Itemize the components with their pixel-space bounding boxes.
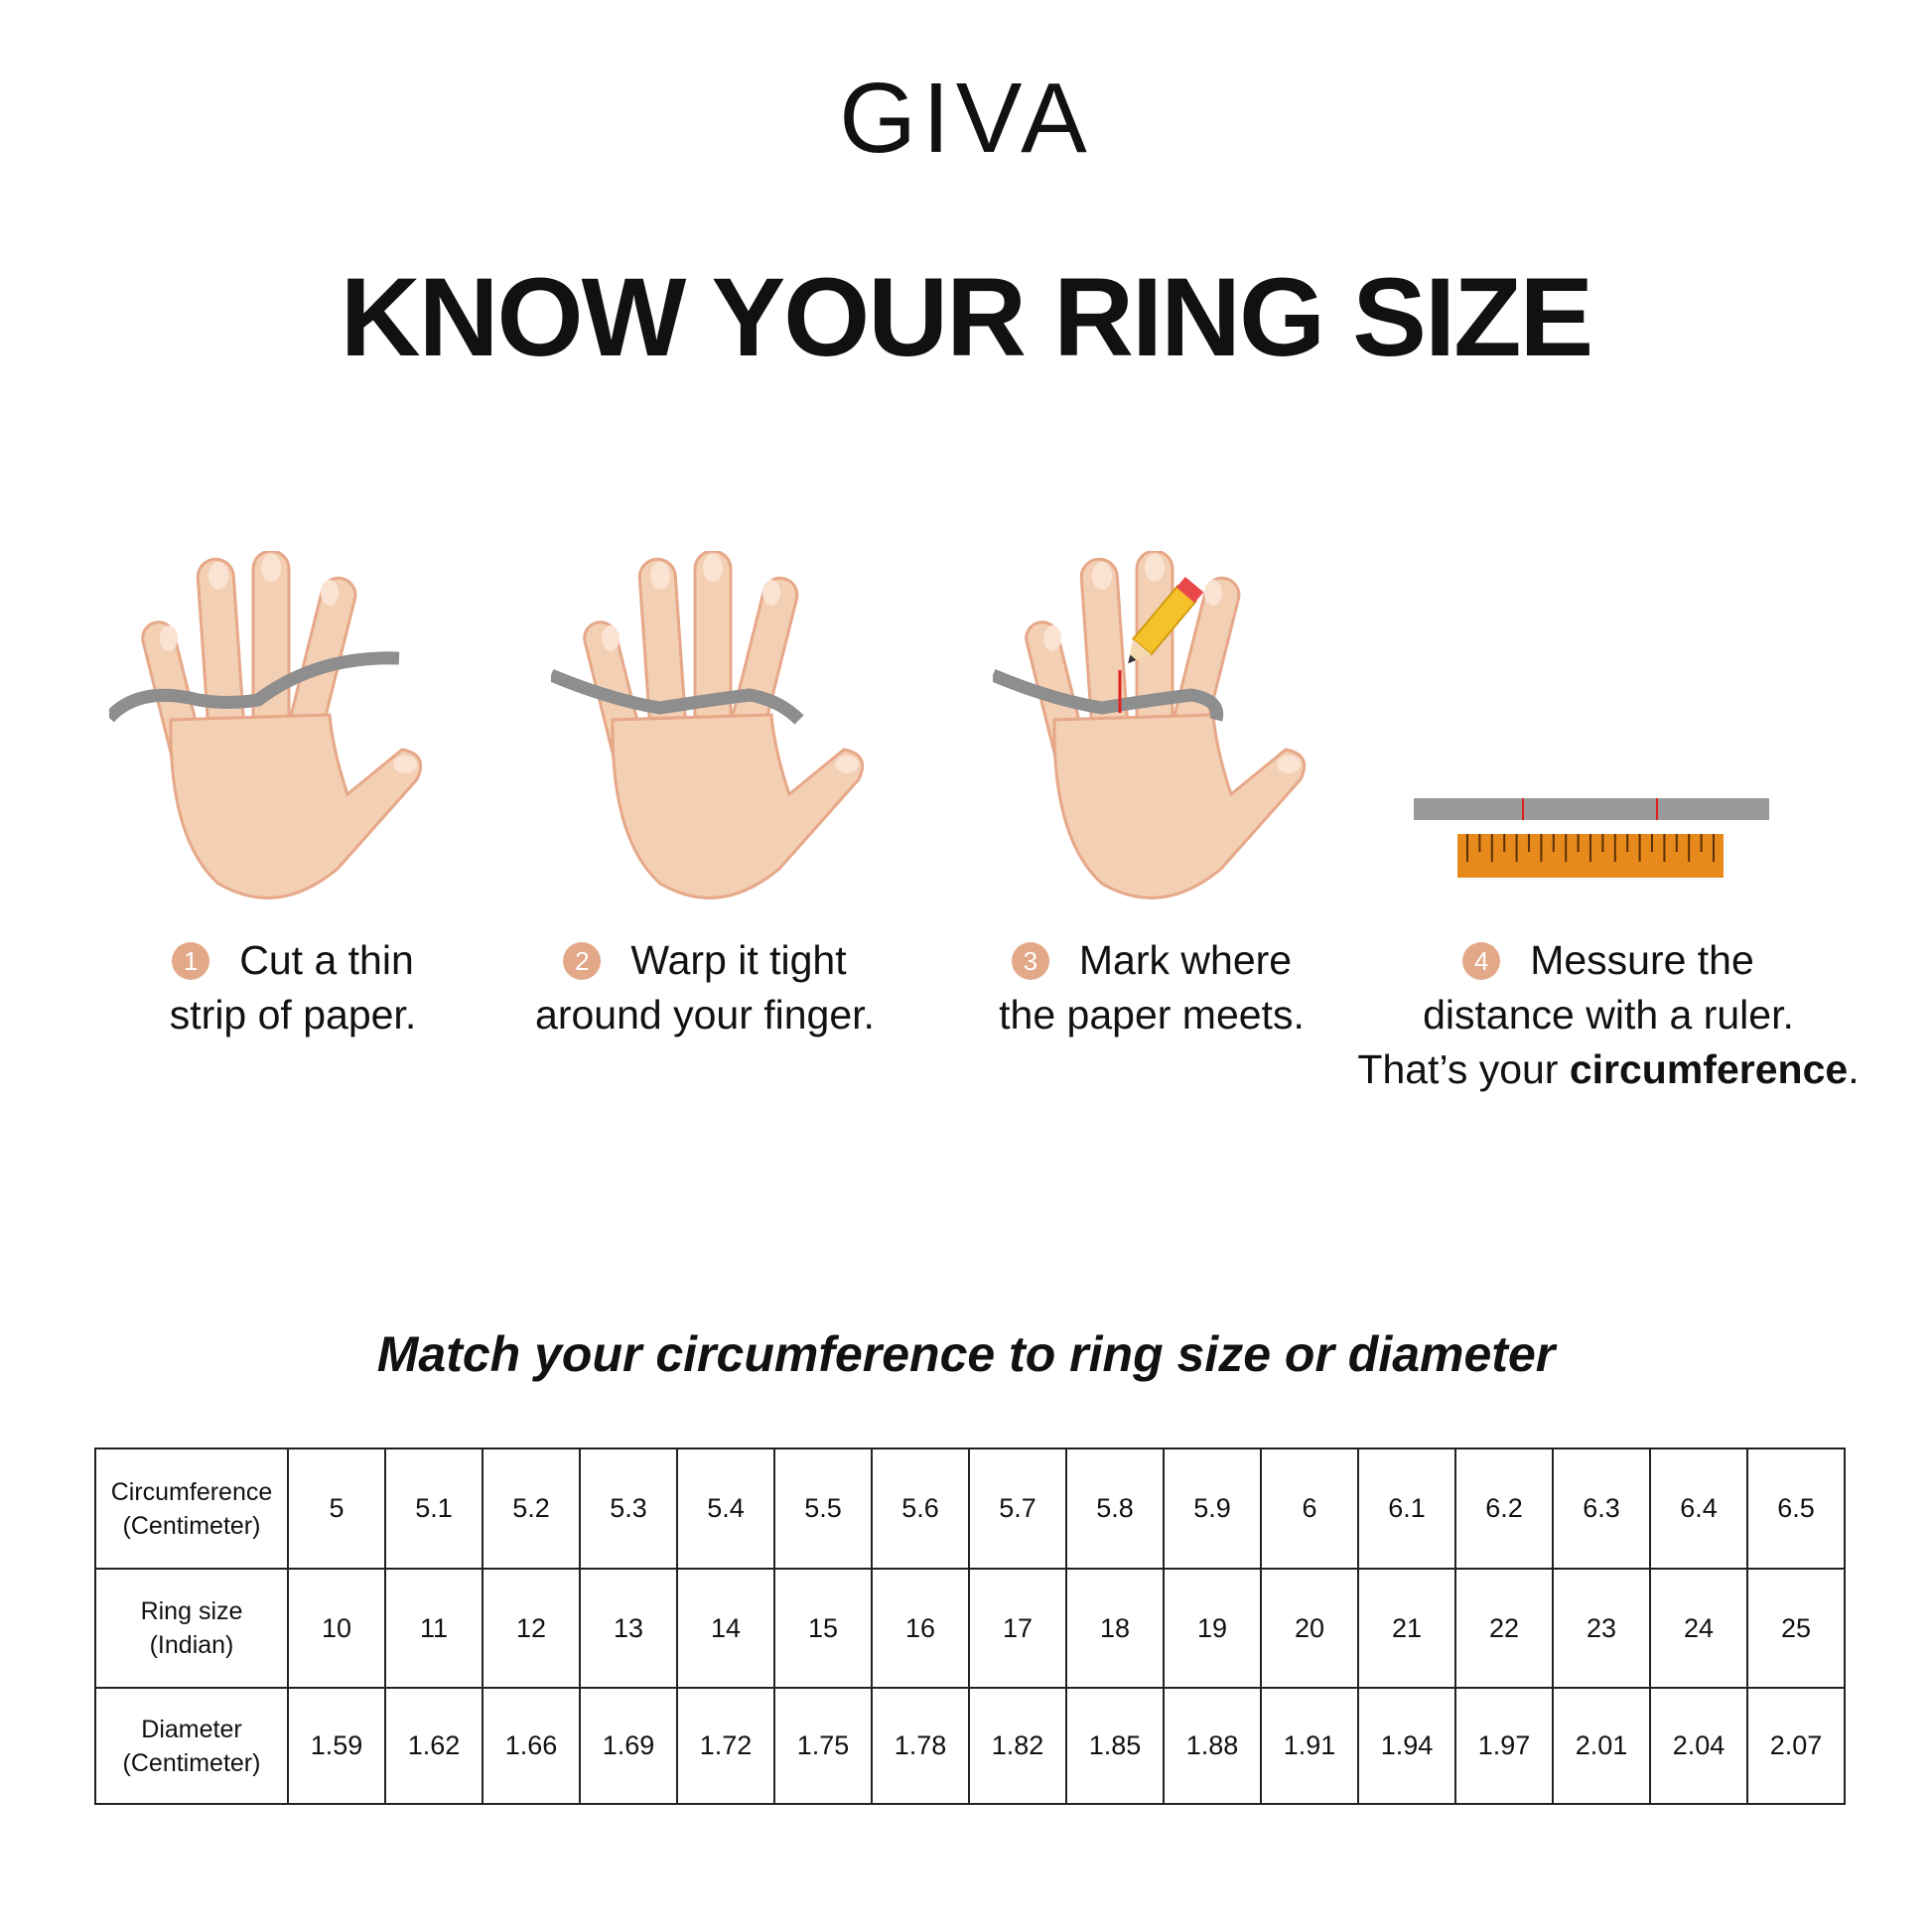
step-text: around your finger. bbox=[535, 992, 875, 1037]
table-cell: 1.62 bbox=[384, 1687, 483, 1805]
table-cell: 21 bbox=[1357, 1568, 1456, 1689]
step-number-badge: 3 bbox=[1011, 942, 1049, 980]
table-cell: 17 bbox=[968, 1568, 1067, 1689]
page-title: KNOW YOUR RING SIZE bbox=[340, 255, 1593, 379]
step-1-caption: 1 Cut a thin strip of paper. bbox=[94, 933, 491, 1042]
step-number-badge: 4 bbox=[1462, 942, 1501, 980]
table-cell: 6 bbox=[1260, 1448, 1359, 1570]
table-cell: 5.4 bbox=[676, 1448, 775, 1570]
table-cell: 6.2 bbox=[1454, 1448, 1554, 1570]
table-cell: 1.82 bbox=[968, 1687, 1067, 1805]
hand-wrapped-finger-icon bbox=[551, 551, 879, 908]
step-text: distance with a ruler. bbox=[1423, 992, 1794, 1037]
step-text: Warp it tight bbox=[630, 937, 847, 983]
row-header: Ring size (Indian) bbox=[94, 1568, 289, 1689]
table-cell: 5.5 bbox=[773, 1448, 873, 1570]
ruler-icon bbox=[1414, 798, 1769, 878]
table-cell: 24 bbox=[1649, 1568, 1748, 1689]
table-cell: 5.9 bbox=[1163, 1448, 1262, 1570]
step-text: That’s your circumference. bbox=[1330, 1042, 1886, 1097]
table-cell: 6.5 bbox=[1746, 1448, 1846, 1570]
step-number-badge: 1 bbox=[172, 942, 210, 980]
table-cell: 1.75 bbox=[773, 1687, 873, 1805]
row-header: Diameter (Centimeter) bbox=[94, 1687, 289, 1805]
table-cell: 12 bbox=[482, 1568, 581, 1689]
table-row: Circumference (Centimeter) 5 5.1 5.2 5.3 5.4 5.… bbox=[94, 1448, 1846, 1570]
step-text: Cut a thin bbox=[239, 937, 414, 983]
table-cell: 1.69 bbox=[579, 1687, 678, 1805]
table-cell: 5.8 bbox=[1065, 1448, 1165, 1570]
step-number-badge: 2 bbox=[563, 942, 602, 980]
table-cell: 2.07 bbox=[1746, 1687, 1846, 1805]
table-cell: 1.72 bbox=[676, 1687, 775, 1805]
table-heading: Match your circumference to ring size or… bbox=[376, 1326, 1556, 1382]
table-cell: 2.04 bbox=[1649, 1687, 1748, 1805]
row-header: Circumference (Centimeter) bbox=[94, 1448, 289, 1570]
table-cell: 18 bbox=[1065, 1568, 1165, 1689]
step-2-caption: 2 Warp it tight around your finger. bbox=[486, 933, 923, 1042]
table-cell: 22 bbox=[1454, 1568, 1554, 1689]
step-3-caption: 3 Mark where the paper meets. bbox=[943, 933, 1360, 1042]
table-cell: 10 bbox=[287, 1568, 386, 1689]
step-text: strip of paper. bbox=[169, 992, 417, 1037]
row-header-unit: (Indian) bbox=[149, 1631, 234, 1659]
table-cell: 20 bbox=[1260, 1568, 1359, 1689]
step-text: Messure the bbox=[1530, 937, 1754, 983]
table-cell: 1.88 bbox=[1163, 1687, 1262, 1805]
emphasis-text: circumference bbox=[1569, 1046, 1849, 1092]
step-text: . bbox=[1848, 1046, 1860, 1092]
table-row: Ring size (Indian) 10 11 12 13 14 15 16 17 18 19 20 2… bbox=[94, 1568, 1846, 1689]
step-text: Mark where bbox=[1078, 937, 1293, 983]
table-cell: 25 bbox=[1746, 1568, 1846, 1689]
table-cell: 1.91 bbox=[1260, 1687, 1359, 1805]
row-header-unit: (Centimeter) bbox=[122, 1511, 261, 1540]
table-cell: 5.2 bbox=[482, 1448, 581, 1570]
table-cell: 5.7 bbox=[968, 1448, 1067, 1570]
table-cell: 1.85 bbox=[1065, 1687, 1165, 1805]
table-cell: 16 bbox=[871, 1568, 970, 1689]
table-cell: 1.59 bbox=[287, 1687, 386, 1805]
table-cell: 2.01 bbox=[1552, 1687, 1651, 1805]
table-cell: 1.94 bbox=[1357, 1687, 1456, 1805]
row-header-line: Circumference bbox=[110, 1477, 273, 1506]
table-cell: 13 bbox=[579, 1568, 678, 1689]
table-cell: 5.1 bbox=[384, 1448, 483, 1570]
row-header-unit: (Centimeter) bbox=[122, 1748, 261, 1777]
table-cell: 5 bbox=[287, 1448, 386, 1570]
table-cell: 5.6 bbox=[871, 1448, 970, 1570]
table-cell: 6.1 bbox=[1357, 1448, 1456, 1570]
brand-logo: GIVA bbox=[839, 63, 1093, 174]
table-cell: 1.97 bbox=[1454, 1687, 1554, 1805]
row-header-line: Diameter bbox=[141, 1715, 242, 1743]
table-cell: 23 bbox=[1552, 1568, 1651, 1689]
table-cell: 6.3 bbox=[1552, 1448, 1651, 1570]
table-cell: 15 bbox=[773, 1568, 873, 1689]
hand-pencil-mark-icon bbox=[993, 551, 1320, 908]
table-cell: 19 bbox=[1163, 1568, 1262, 1689]
table-cell: 6.4 bbox=[1649, 1448, 1748, 1570]
step-text: the paper meets. bbox=[999, 992, 1305, 1037]
step-4-caption: 4 Messure the distance with a ruler. That… bbox=[1330, 933, 1886, 1097]
ring-size-table: Circumference (Centimeter) 5 5.1 5.2 5.3 5.4 5.… bbox=[94, 1448, 1846, 1805]
table-row: Diameter (Centimeter) 1.59 1.62 1.66 1.69 1.72… bbox=[94, 1687, 1846, 1805]
hand-with-paper-strip-icon bbox=[109, 551, 437, 908]
step-text: That’s your bbox=[1357, 1046, 1570, 1092]
table-cell: 11 bbox=[384, 1568, 483, 1689]
table-cell: 14 bbox=[676, 1568, 775, 1689]
table-cell: 5.3 bbox=[579, 1448, 678, 1570]
table-cell: 1.66 bbox=[482, 1687, 581, 1805]
row-header-line: Ring size bbox=[140, 1597, 243, 1625]
table-cell: 1.78 bbox=[871, 1687, 970, 1805]
